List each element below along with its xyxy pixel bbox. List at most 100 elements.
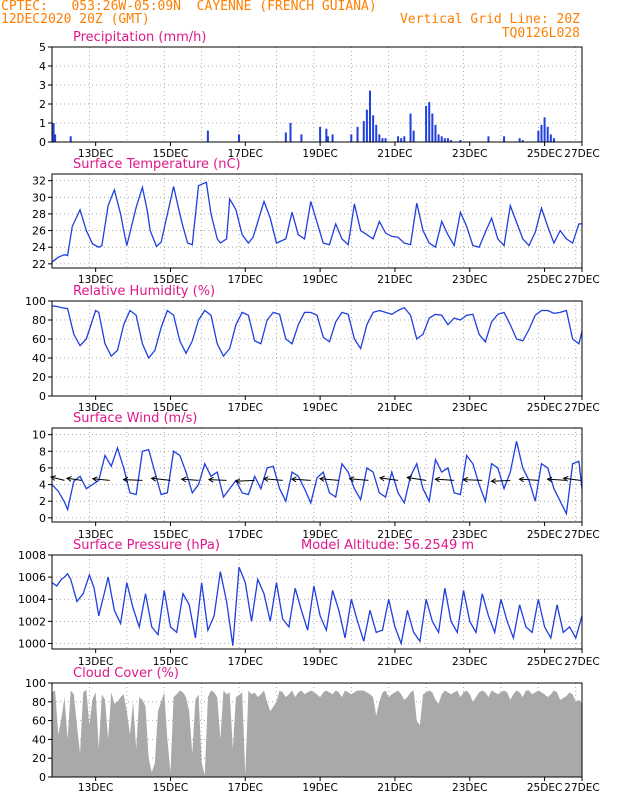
precip-bar: [428, 102, 431, 142]
y-tick-label: 20: [32, 371, 46, 384]
panel-title: Surface Temperature (nC): [73, 157, 241, 172]
y-tick-label: 40: [32, 352, 46, 365]
panel-frame: [51, 427, 583, 523]
panel-title: Surface Pressure (hPa): [73, 538, 220, 553]
y-tick-label: 22: [32, 258, 46, 271]
x-tick-label: 19DEC: [302, 656, 337, 668]
precip-bar: [356, 126, 359, 142]
y-tick-label: 1006: [18, 571, 46, 584]
precip-bar: [284, 132, 287, 142]
precip-bar: [331, 134, 334, 142]
wind-vector: [291, 478, 311, 481]
y-tick-label: 100: [25, 677, 46, 690]
cloud-cover-area: [52, 689, 582, 777]
wind-vector-head: [434, 476, 441, 483]
x-tick-label: 15DEC: [153, 274, 188, 286]
panel-frame: [51, 300, 583, 397]
wind-line: [51, 441, 583, 516]
pressure-line: [51, 566, 583, 646]
y-tick-label: 30: [32, 191, 46, 204]
precip-bar: [521, 140, 524, 142]
precip-bar: [543, 117, 546, 142]
y-tick-label: 32: [32, 175, 46, 188]
y-tick-label: 1: [39, 117, 46, 130]
x-tick-label: 25DEC: [527, 148, 562, 160]
x-tick-label: 15DEC: [153, 402, 188, 414]
y-tick-label: 24: [32, 241, 46, 254]
header-station: CPTEC: 053:26W-05:09N CAYENNE (FRENCH GU…: [1, 0, 377, 14]
wind-vector-head: [518, 476, 525, 483]
precip-bar: [434, 124, 437, 142]
precip-bar: [54, 134, 57, 142]
panel-subtitle: Model Altitude: 56.2549 m: [301, 538, 474, 553]
wind-vector: [151, 477, 171, 481]
wind-vector-head: [50, 475, 56, 481]
wind-vector: [235, 479, 255, 482]
rh-line: [51, 305, 583, 360]
y-tick-label: 5: [39, 41, 46, 54]
x-tick-label: 17DEC: [228, 148, 263, 160]
wind-vector: [463, 479, 483, 481]
precip-bar: [369, 90, 371, 142]
x-tick-label: 27DEC: [564, 529, 599, 541]
y-tick-label: 20: [32, 752, 46, 765]
precip-bar: [52, 123, 55, 142]
x-tick-label: 13DEC: [78, 148, 113, 160]
precip-bar: [431, 113, 434, 142]
panel-title: Precipitation (mm/h): [73, 30, 206, 45]
precip-bar: [362, 121, 365, 142]
panel-frame: [51, 554, 583, 650]
x-tick-label: 23DEC: [452, 529, 487, 541]
x-tick-label: 27DEC: [564, 656, 599, 668]
wind-vector-head: [234, 478, 241, 484]
precip-bar: [552, 138, 555, 142]
x-tick-label: 21DEC: [377, 274, 412, 286]
wind-vector: [379, 477, 399, 481]
wind-panel: 0 2 4 6 8 10 13DEC 15DEC 17DEC 19DEC 21DEC 23DEC 25D…: [32, 411, 600, 541]
x-tick-label: 13DEC: [78, 656, 113, 668]
x-tick-label: 19DEC: [302, 402, 337, 414]
x-tick-label: 13DEC: [78, 529, 113, 541]
x-tick-label: 21DEC: [377, 529, 412, 541]
temp-line: [51, 181, 582, 263]
wind-vector: [349, 478, 369, 481]
header-date: 12DEC2020 20Z (GMT): [1, 12, 150, 27]
y-tick-label: 8: [39, 445, 46, 458]
precip-bar: [238, 134, 241, 142]
x-tick-label: 25DEC: [527, 274, 562, 286]
x-tick-label: 25DEC: [527, 782, 562, 794]
y-tick-label: 1004: [18, 593, 46, 606]
precip-bar: [412, 130, 415, 142]
wind-vector-head: [546, 476, 553, 483]
y-tick-label: 100: [25, 295, 46, 308]
precip-bar: [450, 140, 453, 142]
y-tick-label: 28: [32, 208, 46, 221]
wind-vector-head: [65, 476, 72, 482]
x-tick-label: 21DEC: [377, 148, 412, 160]
y-tick-label: 60: [32, 715, 46, 728]
wind-vector: [547, 478, 567, 481]
x-tick-label: 13DEC: [78, 402, 113, 414]
wind-vector-head: [180, 476, 187, 483]
panel-frame: [51, 46, 583, 143]
y-tick-label: 1008: [18, 549, 46, 562]
header-model: TQ0126L028: [501, 26, 580, 41]
x-tick-label: 23DEC: [452, 148, 487, 160]
precip-bar: [397, 136, 400, 142]
panel-title: Surface Wind (m/s): [73, 411, 197, 426]
wind-vector: [181, 478, 199, 481]
x-tick-label: 15DEC: [153, 782, 188, 794]
x-tick-label: 23DEC: [452, 782, 487, 794]
wind-vector: [519, 478, 539, 481]
wind-vector: [491, 479, 511, 482]
x-tick-label: 21DEC: [377, 402, 412, 414]
panel-frame: [51, 173, 583, 269]
y-tick-label: 1000: [18, 637, 46, 650]
wind-vector: [208, 479, 227, 481]
wind-vector-head: [462, 476, 469, 483]
wind-vector-head: [262, 476, 269, 482]
wind-vector-head: [490, 478, 497, 484]
y-tick-label: 2: [39, 495, 46, 508]
x-tick-label: 23DEC: [452, 656, 487, 668]
wind-vector: [263, 478, 283, 481]
